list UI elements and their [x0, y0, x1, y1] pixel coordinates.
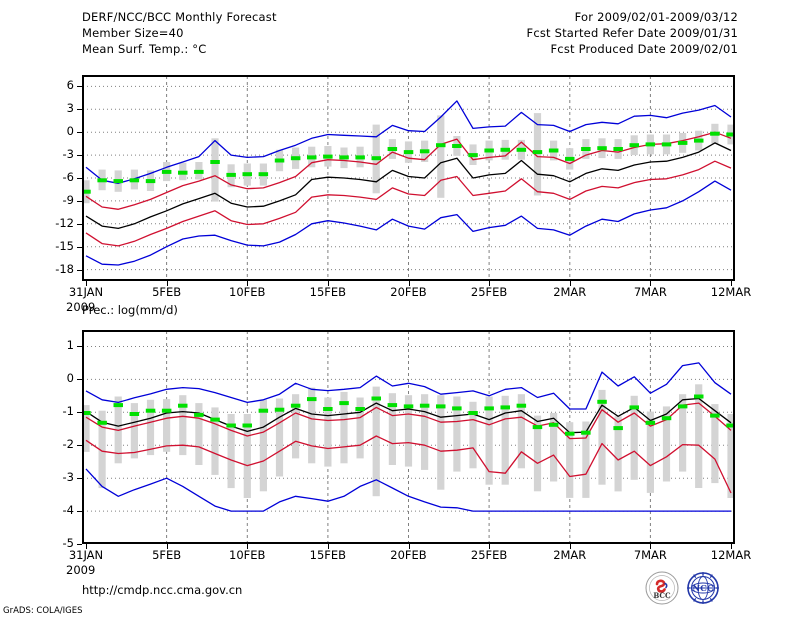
svg-text:NCC: NCC: [692, 584, 714, 594]
y-tick-label: -9: [62, 192, 74, 207]
member-size-text: Member Size=40: [82, 26, 184, 40]
y-tick-mark: [77, 544, 82, 545]
x-tick-mark: [569, 281, 571, 286]
precipitation-plot-svg: [82, 331, 735, 544]
x-tick-mark: [650, 281, 652, 286]
x-tick-label: 31JAN: [68, 548, 104, 562]
svg-text:BCC: BCC: [653, 591, 671, 600]
x-tick-mark: [327, 544, 329, 549]
x-tick-mark: [408, 281, 410, 286]
y-tick-label: -1: [62, 404, 74, 419]
y-tick-label: -12: [55, 215, 74, 230]
temperature-chart-panel: [82, 75, 735, 281]
temperature-x-year-label: 2009: [66, 300, 96, 314]
x-tick-mark: [166, 281, 168, 286]
x-tick-mark: [731, 544, 732, 549]
x-tick-mark: [86, 544, 87, 549]
x-tick-label: 12MAR: [710, 548, 752, 562]
x-tick-mark: [247, 281, 249, 286]
y-tick-label: -3: [62, 470, 74, 485]
y-tick-label: 6: [66, 78, 74, 93]
x-tick-mark: [489, 544, 491, 549]
precipitation-panel-title: Prec.: log(mm/d): [82, 303, 178, 317]
y-tick-label: -18: [55, 261, 74, 276]
y-tick-mark: [77, 379, 82, 381]
x-tick-label: 15FEB: [309, 548, 347, 562]
forecast-period-text: For 2009/02/01-2009/03/12: [574, 10, 738, 24]
y-tick-mark: [77, 269, 82, 271]
x-tick-label: 20FEB: [390, 548, 427, 562]
forecast-produced-date-text: Fcst Produced Date 2009/02/01: [550, 42, 738, 56]
bcc-logo: BCC: [645, 571, 679, 605]
precipitation-chart-panel: [82, 330, 735, 544]
x-tick-label: 12MAR: [710, 285, 752, 299]
x-tick-label: 20FEB: [390, 285, 427, 299]
report-title: DERF/NCC/BCC Monthly Forecast: [82, 10, 277, 24]
x-tick-mark: [731, 281, 732, 286]
x-tick-mark: [86, 281, 87, 286]
x-tick-label: 15FEB: [309, 285, 347, 299]
grads-credit-label: GrADS: COLA/IGES: [3, 606, 83, 616]
y-tick-mark: [77, 200, 82, 202]
precipitation-x-year-label: 2009: [66, 563, 96, 577]
y-tick-mark: [77, 346, 82, 348]
y-tick-label: -5: [62, 536, 74, 550]
x-tick-mark: [650, 544, 652, 549]
y-tick-mark: [77, 223, 82, 225]
x-tick-label: 25FEB: [470, 285, 508, 299]
y-tick-label: 0: [66, 124, 74, 139]
x-tick-label: 10FEB: [229, 548, 266, 562]
y-tick-label: -15: [55, 238, 74, 253]
y-tick-mark: [77, 445, 82, 447]
y-tick-mark: [77, 86, 82, 88]
y-tick-mark: [77, 178, 82, 179]
temperature-panel-title: Mean Surf. Temp.: °C: [82, 42, 207, 56]
x-tick-mark: [247, 544, 249, 549]
x-tick-label: 5FEB: [152, 548, 182, 562]
y-tick-label: -3: [62, 147, 74, 162]
x-tick-label: 25FEB: [470, 548, 508, 562]
x-tick-label: 7MAR: [633, 548, 667, 562]
y-tick-mark: [77, 511, 82, 513]
y-tick-mark: [77, 412, 82, 414]
y-tick-label: -2: [62, 437, 74, 452]
x-tick-mark: [489, 281, 491, 286]
y-tick-label: 3: [66, 101, 74, 116]
x-tick-label: 5FEB: [152, 285, 182, 299]
x-tick-mark: [327, 281, 329, 286]
x-tick-mark: [569, 544, 571, 549]
temperature-plot-svg: [82, 76, 735, 280]
x-tick-label: 10FEB: [229, 285, 266, 299]
x-tick-label: 31JAN: [68, 285, 104, 299]
y-tick-label: 1: [66, 338, 74, 353]
forecast-start-date-text: Fcst Started Refer Date 2009/01/31: [526, 26, 738, 40]
y-tick-mark: [77, 478, 82, 480]
y-tick-mark: [77, 109, 82, 111]
ncc-logo: NCC: [686, 571, 720, 605]
x-tick-label: 2MAR: [553, 285, 587, 299]
y-tick-mark: [77, 132, 82, 134]
x-tick-label: 2MAR: [553, 548, 587, 562]
x-tick-mark: [408, 544, 410, 549]
y-tick-mark: [77, 155, 82, 157]
y-tick-mark: [77, 246, 82, 248]
x-tick-mark: [166, 544, 168, 549]
y-tick-label: -6: [62, 170, 74, 184]
x-tick-label: 7MAR: [633, 285, 667, 299]
y-tick-label: -4: [62, 503, 74, 518]
cmdp-url-link[interactable]: http://cmdp.ncc.cma.gov.cn: [82, 583, 243, 597]
y-tick-label: 0: [66, 371, 74, 386]
